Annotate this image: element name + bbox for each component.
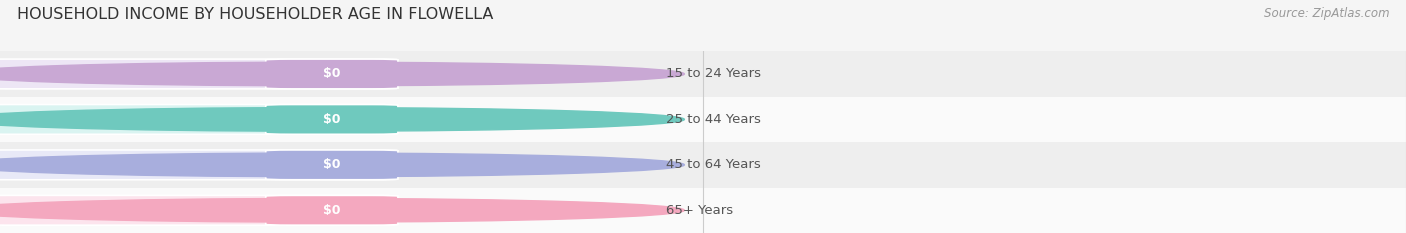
Text: 25 to 44 Years: 25 to 44 Years <box>666 113 761 126</box>
FancyBboxPatch shape <box>0 188 1406 233</box>
Circle shape <box>0 62 685 86</box>
FancyBboxPatch shape <box>266 59 398 89</box>
Text: Source: ZipAtlas.com: Source: ZipAtlas.com <box>1264 7 1389 20</box>
FancyBboxPatch shape <box>266 105 398 134</box>
Text: 15 to 24 Years: 15 to 24 Years <box>666 68 761 80</box>
Text: $0: $0 <box>323 68 340 80</box>
Text: 65+ Years: 65+ Years <box>666 204 733 217</box>
Text: $0: $0 <box>323 158 340 171</box>
FancyBboxPatch shape <box>266 195 398 225</box>
FancyBboxPatch shape <box>0 97 1406 142</box>
FancyBboxPatch shape <box>0 142 1406 188</box>
Text: 45 to 64 Years: 45 to 64 Years <box>666 158 761 171</box>
Text: $0: $0 <box>323 113 340 126</box>
FancyBboxPatch shape <box>266 150 398 180</box>
Text: HOUSEHOLD INCOME BY HOUSEHOLDER AGE IN FLOWELLA: HOUSEHOLD INCOME BY HOUSEHOLDER AGE IN F… <box>17 7 494 22</box>
FancyBboxPatch shape <box>0 195 398 225</box>
FancyBboxPatch shape <box>0 105 398 134</box>
Circle shape <box>0 108 685 131</box>
Text: $0: $0 <box>323 204 340 217</box>
Circle shape <box>0 153 685 177</box>
Circle shape <box>0 199 685 222</box>
FancyBboxPatch shape <box>0 59 398 89</box>
FancyBboxPatch shape <box>0 150 398 180</box>
FancyBboxPatch shape <box>0 51 1406 97</box>
